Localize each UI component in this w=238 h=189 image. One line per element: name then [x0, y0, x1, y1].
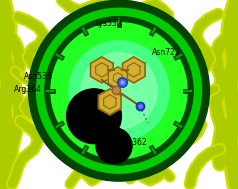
Circle shape [81, 53, 157, 129]
Circle shape [69, 41, 169, 141]
Circle shape [51, 23, 187, 159]
Circle shape [37, 9, 201, 173]
Polygon shape [123, 57, 145, 83]
Circle shape [96, 128, 132, 164]
Polygon shape [90, 57, 113, 83]
Text: Asp533: Asp533 [24, 72, 53, 81]
Polygon shape [104, 95, 116, 109]
Polygon shape [128, 63, 140, 77]
Polygon shape [108, 67, 127, 89]
Circle shape [67, 89, 121, 144]
Polygon shape [99, 89, 121, 115]
Text: Lys532: Lys532 [95, 19, 122, 28]
Polygon shape [113, 73, 122, 83]
Text: Asn362: Asn362 [119, 138, 148, 147]
Text: Asn722: Asn722 [152, 48, 181, 57]
Text: Arg364: Arg364 [14, 85, 42, 94]
Polygon shape [96, 63, 108, 77]
